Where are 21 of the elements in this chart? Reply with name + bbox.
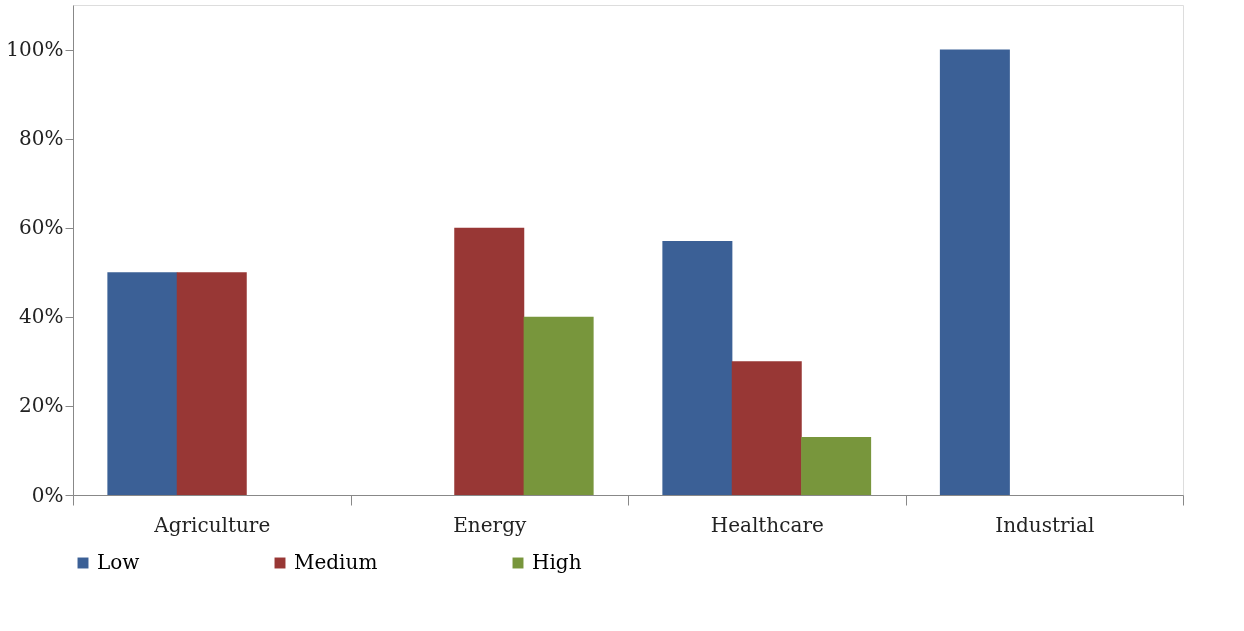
legend-label: High (532, 550, 582, 574)
legend-label: Medium (294, 550, 378, 574)
y-tick-label: 0% (31, 482, 64, 507)
bar (454, 227, 525, 495)
x-tick-label: Industrial (995, 512, 1095, 537)
bar (176, 272, 247, 495)
bar (731, 361, 802, 495)
bar (939, 49, 1010, 495)
bar (801, 437, 872, 495)
y-tick-label: 80% (19, 126, 64, 151)
x-tick-label: Agriculture (153, 512, 271, 537)
bar (523, 316, 594, 495)
y-tick-label: 100% (6, 37, 64, 62)
y-tick-label: 60% (19, 215, 64, 240)
x-tick-label: Healthcare (710, 512, 824, 537)
x-tick-label: Energy (453, 512, 527, 537)
y-tick-label: 20% (19, 393, 64, 418)
bar (107, 272, 178, 495)
legend-label: Low (97, 550, 140, 574)
bar (662, 241, 733, 495)
y-tick-label: 40% (19, 304, 64, 329)
